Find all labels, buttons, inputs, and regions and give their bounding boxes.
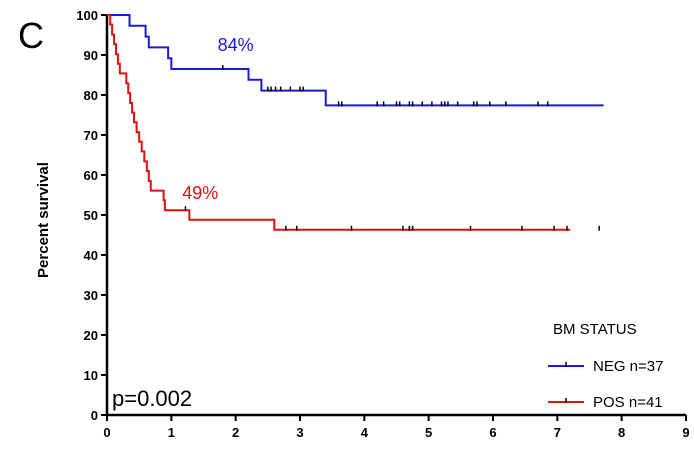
series-layer: 84% 49% [107, 14, 604, 231]
y-tick-label: 90 [84, 48, 98, 63]
x-tick-label: 4 [361, 425, 369, 440]
legend: BM STATUS NEG n=37 POS n=41 [548, 321, 663, 411]
survival-curve-2 [107, 14, 571, 231]
x-tick-label: 8 [618, 425, 625, 440]
x-tick-label: 5 [425, 425, 432, 440]
legend-entry-2: POS n=41 [593, 394, 663, 411]
y-tick-label: 20 [84, 328, 98, 343]
y-tick-label: 50 [84, 208, 98, 223]
x-tick-label: 7 [554, 425, 561, 440]
y-tick-label: 60 [84, 168, 98, 183]
legend-title: BM STATUS [553, 321, 637, 338]
panel-letter: C [18, 15, 44, 56]
y-tick-label: 70 [84, 128, 98, 143]
y-tick-label: 10 [84, 368, 98, 383]
axes: 0 10 20 30 40 50 60 70 80 90 100 0 1 2 3 4 5 6 7 8 9 [76, 8, 689, 440]
x-tick-label: 0 [103, 425, 110, 440]
x-tick-label: 1 [168, 425, 175, 440]
y-axis-label: Percent survival [35, 162, 52, 278]
survival-curve-1 [107, 14, 604, 107]
legend-entry-1: NEG n=37 [593, 358, 663, 375]
x-tick-label: 3 [296, 425, 303, 440]
y-tick-label: 100 [76, 8, 98, 23]
y-tick-label: 0 [91, 408, 98, 423]
x-tick-label: 6 [489, 425, 496, 440]
x-tick-label: 2 [232, 425, 239, 440]
x-tick-label: 9 [682, 425, 689, 440]
y-tick-label: 30 [84, 288, 98, 303]
y-tick-label: 80 [84, 88, 98, 103]
y-tick-label: 40 [84, 248, 98, 263]
survival-annotation-2: 49% [182, 183, 218, 203]
p-value-label: p=0.002 [112, 386, 192, 411]
survival-annotation-1: 84% [218, 35, 254, 55]
